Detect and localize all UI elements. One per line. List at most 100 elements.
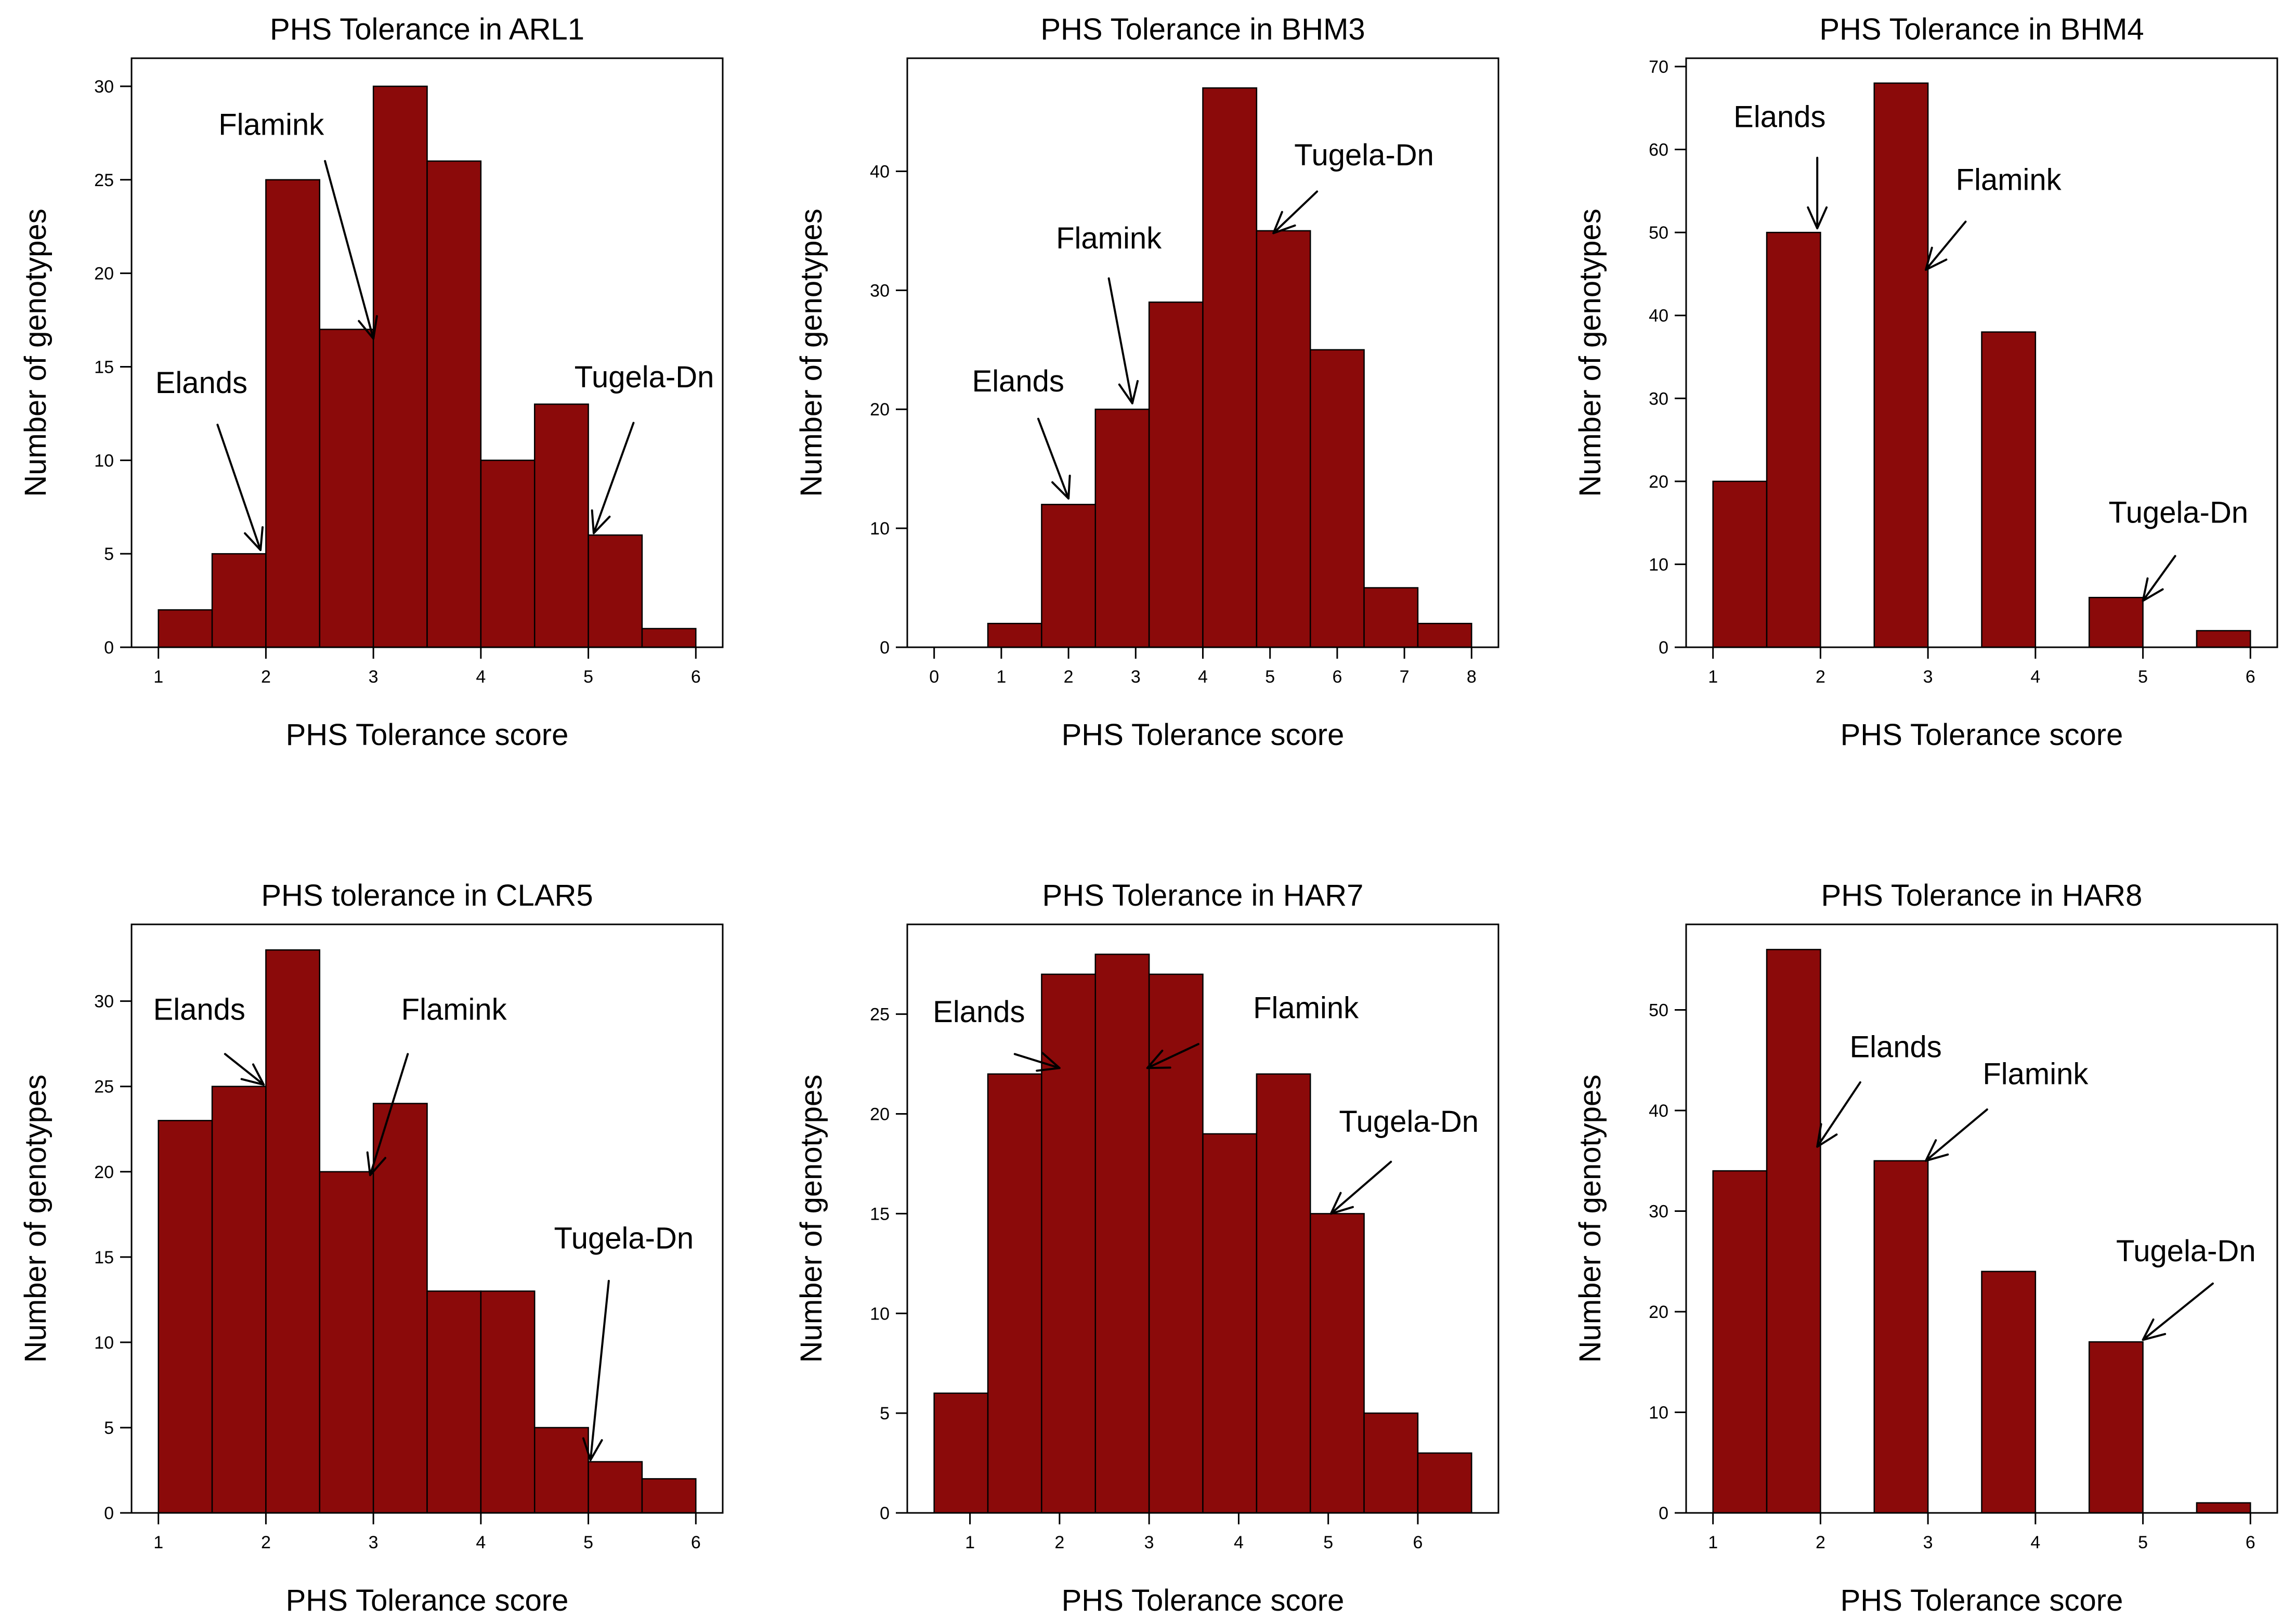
y-axis: 0 5 10 15 20 25 [870, 1005, 907, 1523]
annotation-arrow [591, 422, 635, 534]
annotation-label: Tugela-Dn [575, 360, 714, 394]
x-tick-label: 6 [1332, 667, 1342, 687]
bar-3 [1094, 408, 1150, 648]
annotation-tugela-dn: Tugela-Dn [1329, 1105, 1479, 1215]
x-tick-label: 6 [1413, 1533, 1423, 1552]
annotation-arrow [1272, 190, 1319, 234]
x-tick-label: 1 [1708, 667, 1718, 687]
annotation-label: Flamink [218, 108, 324, 141]
annotation-label: Flamink [1253, 991, 1359, 1025]
bar-10 [1417, 1452, 1472, 1514]
x-tick-label: 8 [1467, 667, 1477, 687]
annotation-label: Elands [155, 366, 247, 400]
bar-6 [426, 160, 482, 648]
annotation-arrow [1013, 1052, 1061, 1072]
x-tick-label: 1 [965, 1533, 975, 1552]
histogram-panel-2: PHS Tolerance in BHM3 0 1 2 3 4 5 6 7 8 0 10 20 30 40 P… [794, 12, 1499, 752]
bar-6 [426, 1290, 482, 1514]
y-tick-label: 0 [1659, 1504, 1668, 1523]
annotation-elands: Elands [933, 995, 1061, 1072]
y-tick-label: 60 [1649, 140, 1668, 160]
y-tick-label: 20 [94, 1162, 114, 1182]
x-axis-label: PHS Tolerance score [1062, 718, 1345, 752]
x-axis-label: PHS Tolerance score [286, 1584, 569, 1617]
histogram-panel-4: PHS tolerance in CLAR5 1 2 3 4 5 6 0 5 10 15 20 25 30… [19, 879, 724, 1617]
chart-title: PHS Tolerance in HAR8 [1821, 879, 2143, 912]
x-tick-label: 3 [1923, 1533, 1933, 1552]
x-tick-label: 3 [1923, 667, 1933, 687]
y-tick-label: 25 [94, 1077, 114, 1097]
annotation-label: Tugela-Dn [1339, 1105, 1479, 1139]
y-tick-label: 50 [1649, 1000, 1668, 1020]
y-tick-label: 10 [1649, 555, 1668, 574]
y-tick-label: 25 [94, 171, 114, 190]
chart-title: PHS Tolerance in BHM4 [1819, 12, 2144, 46]
annotation-arrow [1807, 156, 1828, 230]
y-tick-label: 30 [1649, 1201, 1668, 1221]
bar-series [1712, 949, 2251, 1514]
x-tick-label: 2 [1054, 1533, 1064, 1552]
bar-10 [641, 628, 697, 648]
y-axis-label: Number of genotypes [794, 1075, 828, 1363]
annotation-label: Flamink [401, 993, 507, 1027]
bar-1 [1712, 1170, 1768, 1514]
chart-title: PHS Tolerance in BHM3 [1040, 12, 1365, 46]
y-tick-label: 70 [1649, 57, 1668, 77]
x-axis: 1 2 3 4 5 6 [1708, 647, 2255, 687]
x-tick-label: 4 [476, 1533, 486, 1552]
bar-10 [2196, 630, 2251, 648]
annotation-elands: Elands [972, 364, 1071, 500]
annotation-arrow [1925, 220, 1967, 271]
x-tick-label: 0 [929, 667, 939, 687]
y-tick-label: 5 [880, 1404, 890, 1423]
y-tick-label: 10 [94, 1333, 114, 1353]
bar-5 [372, 1103, 428, 1514]
y-axis-label: Number of genotypes [1573, 1075, 1607, 1363]
x-tick-label: 1 [996, 667, 1006, 687]
annotation-arrow [366, 1053, 409, 1177]
bar-8 [533, 403, 589, 648]
x-tick-label: 6 [691, 1533, 701, 1552]
x-axis: 1 2 3 4 5 6 [1708, 1513, 2255, 1552]
annotation-flamink: Flamink [1056, 221, 1162, 404]
y-tick-label: 25 [870, 1005, 890, 1025]
y-axis: 0 10 20 30 40 [870, 162, 907, 658]
annotation-arrow [1925, 1108, 1988, 1162]
bar-2 [1766, 949, 1821, 1514]
bar-2 [1041, 504, 1097, 648]
bar-6 [1981, 1271, 2037, 1514]
y-tick-label: 30 [1649, 389, 1668, 409]
bar-2 [987, 1073, 1042, 1514]
annotation-flamink: Flamink [1925, 1057, 2089, 1162]
x-tick-label: 1 [153, 667, 163, 687]
annotation-tugela-dn: Tugela-Dn [1272, 138, 1434, 234]
annotation-label: Flamink [1982, 1057, 2089, 1091]
annotation-label: Tugela-Dn [2116, 1234, 2256, 1268]
bar-1 [158, 1120, 213, 1514]
plot-frame [131, 923, 724, 1514]
annotation-label: Tugela-Dn [554, 1221, 694, 1255]
x-axis: 1 2 3 4 5 6 [153, 647, 701, 687]
annotation-arrow [324, 160, 378, 340]
x-axis-label: PHS Tolerance score [1062, 1584, 1345, 1617]
y-axis-label: Number of genotypes [19, 208, 53, 497]
bar-1 [987, 622, 1042, 648]
bar-4 [1873, 82, 1929, 648]
bar-4 [1148, 301, 1204, 648]
annotation-flamink: Flamink [1146, 991, 1359, 1069]
bar-2 [211, 553, 267, 648]
histogram-panel-1: PHS Tolerance in ARL1 1 2 3 4 5 6 0 5 10 15 20 25 30 P… [19, 12, 724, 752]
x-axis: 1 2 3 4 5 6 [965, 1513, 1423, 1552]
bar-series [1712, 82, 2251, 648]
y-tick-label: 10 [870, 1304, 890, 1324]
x-tick-label: 4 [2030, 667, 2040, 687]
plot-frame [906, 923, 1499, 1514]
y-tick-label: 30 [94, 77, 114, 97]
x-tick-label: 5 [1265, 667, 1275, 687]
chart-title: PHS Tolerance in HAR7 [1042, 879, 1364, 912]
bar-10 [2196, 1502, 2251, 1514]
y-tick-label: 20 [870, 400, 890, 420]
bar-8 [2088, 597, 2144, 648]
x-tick-label: 5 [2138, 1533, 2148, 1552]
